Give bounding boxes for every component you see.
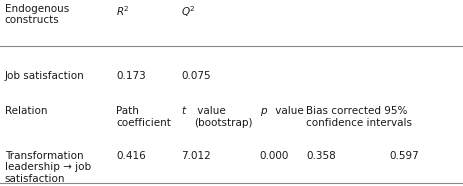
Text: 0.075: 0.075: [181, 71, 210, 81]
Text: Relation: Relation: [5, 106, 47, 116]
Text: Endogenous
constructs: Endogenous constructs: [5, 4, 69, 25]
Text: 0.173: 0.173: [116, 71, 145, 81]
Text: $Q^2$: $Q^2$: [181, 4, 195, 19]
Text: 7.012: 7.012: [181, 151, 210, 161]
Text: 0.597: 0.597: [389, 151, 419, 161]
Text: 0.000: 0.000: [259, 151, 288, 161]
Text: p: p: [259, 106, 266, 116]
Text: 0.416: 0.416: [116, 151, 145, 161]
Text: value
(bootstrap): value (bootstrap): [194, 106, 252, 128]
Text: 0.358: 0.358: [306, 151, 335, 161]
Text: Transformation
leadership → job
satisfaction: Transformation leadership → job satisfac…: [5, 151, 91, 184]
Text: Job satisfaction: Job satisfaction: [5, 71, 84, 81]
Text: $R^2$: $R^2$: [116, 4, 130, 17]
Text: Bias corrected 95%
confidence intervals: Bias corrected 95% confidence intervals: [306, 106, 411, 128]
Text: value: value: [271, 106, 303, 116]
Text: Path
coefficient: Path coefficient: [116, 106, 170, 128]
Text: t: t: [181, 106, 185, 116]
